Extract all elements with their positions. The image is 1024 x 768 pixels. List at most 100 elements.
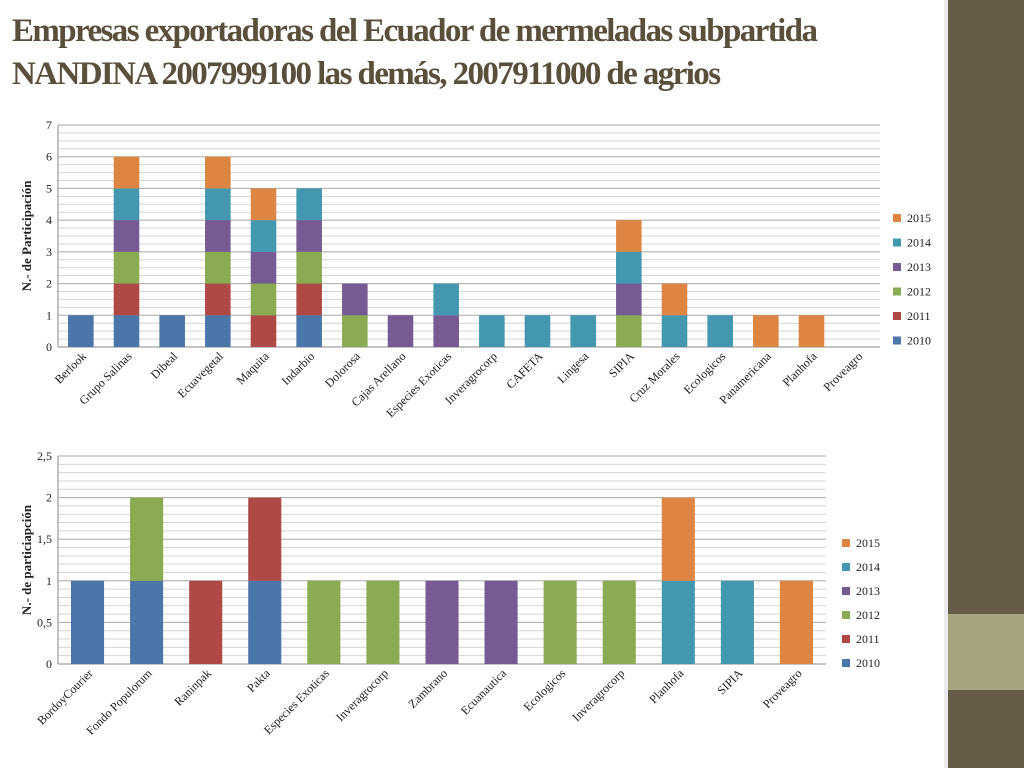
- bar-2011-maquita: [250, 315, 277, 347]
- bar-2014-especies-exoticas: [433, 283, 459, 316]
- legend-swatch-2014: [842, 563, 850, 571]
- bar-2013-ecuanautica: [484, 580, 518, 664]
- legend-swatch-2015: [842, 539, 850, 547]
- legend-label-2014: 2014: [856, 560, 880, 574]
- bar-2014-indarbio: [296, 188, 322, 221]
- bar-2010-bordoycourier: [70, 580, 105, 664]
- legend-label-2010: 2010: [907, 334, 931, 348]
- bar-2011-indarbio: [296, 283, 322, 316]
- side-strip-edge: [944, 0, 948, 768]
- legend-swatch-2013: [842, 587, 850, 595]
- y-axis-title: N.- de particiapción: [19, 504, 34, 615]
- x-category-label: SIPIA: [714, 666, 745, 697]
- slide-title-line-1: Empresas exportadoras del Ecuador de mer…: [12, 13, 818, 49]
- y-tick-label: 5: [46, 181, 52, 195]
- legend-swatch-2011: [842, 635, 850, 643]
- bar-2014-ecuavegetal: [205, 188, 231, 221]
- bar-2013-ecuavegetal: [205, 220, 231, 252]
- bar-2014-cafeta: [524, 315, 551, 347]
- bar-2012-maquita: [250, 283, 277, 316]
- bar-2012-fondo-populorum: [130, 497, 164, 581]
- y-tick-label: 1: [46, 574, 52, 588]
- y-tick-label: 0: [46, 340, 52, 354]
- bar-2012-especies-exoticas: [307, 580, 341, 664]
- bar-2010-grupo-salinas: [113, 315, 140, 347]
- legend-swatch-2011: [893, 312, 901, 320]
- bar-2010-indarbio: [296, 315, 322, 347]
- bar-2014-cruz-morales: [661, 315, 688, 347]
- legend-label-2012: 2012: [856, 608, 880, 622]
- legend-label-2015: 2015: [907, 211, 931, 225]
- bar-2014-sipia: [616, 251, 642, 284]
- x-category-label: Ecologicos: [521, 666, 569, 714]
- bar-2013-sipia: [616, 283, 642, 316]
- bar-2010-fondo-populorum: [130, 580, 164, 664]
- bar-2015-planhofa: [661, 497, 695, 581]
- bar-2013-grupo-salinas: [113, 220, 140, 252]
- bar-2015-panamericana: [753, 315, 779, 347]
- y-tick-label: 4: [46, 213, 52, 227]
- legend-swatch-2012: [842, 611, 850, 619]
- bar-2015-planhofa: [798, 315, 825, 347]
- y-tick-label: 7: [46, 118, 52, 132]
- bar-2013-especies-exoticas: [433, 315, 459, 347]
- bar-2014-grupo-salinas: [113, 188, 140, 221]
- bar-2010-pakta: [248, 580, 282, 664]
- legend-label-2010: 2010: [856, 656, 880, 670]
- bar-2015-sipia: [616, 220, 642, 252]
- bar-2010-dibeal: [159, 315, 185, 347]
- y-tick-label: 0,5: [37, 615, 52, 629]
- y-tick-label: 6: [46, 150, 52, 164]
- bar-2015-maquita: [250, 188, 277, 221]
- bar-2015-cruz-morales: [661, 283, 688, 316]
- bar-2015-grupo-salinas: [113, 156, 140, 189]
- x-category-label: Zambrano: [405, 666, 450, 711]
- bar-2012-inveragrocorp: [602, 580, 636, 664]
- slide-title: Empresas exportadoras del Ecuador de mer…: [12, 10, 932, 96]
- bar-2010-ecuavegetal: [205, 315, 231, 347]
- legend-label-2015: 2015: [856, 536, 880, 550]
- legend-label-2013: 2013: [907, 260, 931, 274]
- y-axis-title: N.- de Participación: [19, 180, 34, 292]
- y-tick-label: 1,5: [37, 532, 52, 546]
- y-tick-label: 1: [46, 308, 52, 322]
- bar-2014-inveragrocorp: [479, 315, 505, 347]
- x-category-label: Inveragrocorp: [569, 666, 627, 724]
- bar-2012-sipia: [616, 315, 642, 347]
- y-tick-label: 2,5: [37, 449, 52, 463]
- legend-label-2013: 2013: [856, 584, 880, 598]
- legend-swatch-2010: [893, 336, 901, 345]
- bar-2011-raninpak: [189, 580, 223, 664]
- bar-2013-zambrano: [425, 580, 459, 664]
- bar-2014-maquita: [250, 220, 277, 252]
- legend-label-2011: 2011: [856, 632, 880, 646]
- bar-2015-ecuavegetal: [205, 156, 231, 189]
- bar-2012-grupo-salinas: [113, 251, 140, 284]
- bar-2014-sipia: [720, 580, 754, 664]
- x-category-label: Raninpak: [171, 666, 213, 708]
- bar-2015-proveagro: [779, 580, 814, 664]
- x-category-label: Planhofa: [646, 666, 687, 707]
- y-tick-label: 2: [46, 277, 52, 291]
- x-category-label: BordoyCourier: [34, 666, 95, 727]
- slide-title-line-2: NANDINA 2007999100 las demás, 2007911000…: [12, 56, 721, 92]
- x-category-label: Pakta: [244, 666, 273, 695]
- bar-2012-dolorosa: [342, 315, 368, 347]
- legend-swatch-2012: [893, 287, 901, 296]
- bar-2014-lingesa: [570, 315, 596, 347]
- x-category-label: Proveagro: [760, 666, 805, 711]
- bar-2013-cajas-arellano: [387, 315, 414, 347]
- y-tick-label: 2: [46, 491, 52, 505]
- x-category-label: Ecuanautica: [458, 666, 510, 718]
- legend-swatch-2014: [893, 238, 901, 247]
- legend-swatch-2010: [842, 659, 850, 667]
- bar-2012-inveragrocorp: [366, 580, 400, 664]
- bar-2013-dolorosa: [342, 283, 368, 316]
- bar-2011-pakta: [248, 497, 282, 581]
- bar-2012-ecuavegetal: [205, 251, 231, 284]
- legend-swatch-2013: [893, 263, 901, 271]
- bar-2013-maquita: [250, 251, 277, 284]
- bar-2010-berlook: [68, 315, 94, 347]
